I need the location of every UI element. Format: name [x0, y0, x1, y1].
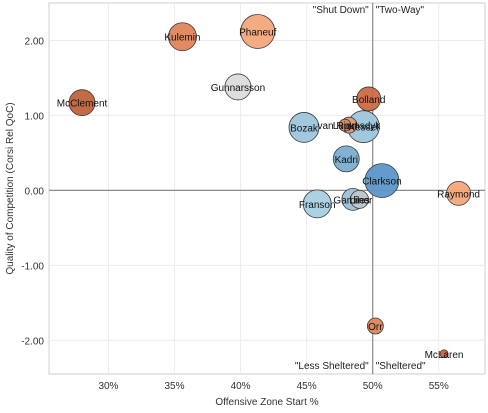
quadrant-label-two-way: "Two-Way" [376, 5, 425, 16]
data-point-mclaren [439, 349, 449, 359]
point-label: Kulemin [164, 33, 200, 44]
y-tick-label: 0.00 [25, 186, 45, 197]
x-tick-label: 55% [429, 381, 449, 392]
data-points [68, 14, 471, 359]
point-label: Gardiner [333, 195, 373, 206]
point-label: Franson [299, 200, 336, 211]
quadrant-label-less-sheltered: "Less Sheltered" [295, 361, 369, 372]
data-point-raymond [446, 180, 471, 206]
data-point-bozak [288, 112, 320, 143]
point-label: Bozak [290, 123, 319, 134]
y-tick-label: 1.00 [25, 111, 45, 122]
point-label: McClement [57, 99, 108, 110]
x-axis-title: Offensive Zone Start % [215, 397, 318, 408]
point-label: Gunnarsson [211, 83, 265, 94]
data-point-clarkson [364, 163, 400, 199]
y-tick-label: -2.00 [21, 336, 44, 347]
y-tick-label: 2.00 [25, 36, 45, 47]
point-label: Kadri [335, 155, 358, 166]
x-tick-label: 35% [165, 381, 185, 392]
quadrant-label-shut-down: "Shut Down" [313, 5, 369, 16]
point-label: McLaren [425, 350, 464, 361]
data-point-kadri [332, 145, 360, 173]
point-label: Phaneuf [239, 27, 276, 38]
axis-ticks: 30% 35% 40% 45% 50% 55% 2.00 1.00 0.00 -1.00 -2.00 [21, 36, 449, 392]
point-label: Raymond [437, 189, 480, 200]
point-label: Kessel [348, 123, 378, 134]
quadrant-label-sheltered: "Sheltered" [376, 361, 426, 372]
point-label: Orr [368, 322, 383, 333]
x-tick-label: 45% [297, 381, 317, 392]
point-label: van Riemsdyk [318, 121, 382, 132]
data-point-phaneuf [240, 14, 276, 49]
x-tick-label: 40% [231, 381, 251, 392]
data-point-bolland [356, 86, 382, 112]
x-tick-label: 50% [363, 381, 383, 392]
data-point-orr [366, 317, 384, 335]
point-label: Clarkson [362, 177, 401, 188]
x-tick-label: 30% [98, 381, 118, 392]
data-point-gunnarsson [224, 73, 252, 101]
point-label: Bolland [352, 95, 385, 106]
point-label: Liles [349, 195, 370, 206]
data-point-mcclement [68, 89, 96, 117]
data-point-liles [350, 189, 369, 209]
y-axis-title: Quality of Competition (Corsi Rel QoC) [5, 102, 16, 274]
y-tick-label: -1.00 [21, 261, 44, 272]
data-point-lupul [338, 118, 352, 132]
point-label: Lupul [333, 121, 357, 132]
data-point-kulemin [168, 22, 197, 52]
plot-area [48, 2, 486, 375]
data-point-franson [302, 189, 332, 219]
point-labels: Kulemin Phaneuf Gunnarsson McClement Bolland… [57, 27, 480, 360]
